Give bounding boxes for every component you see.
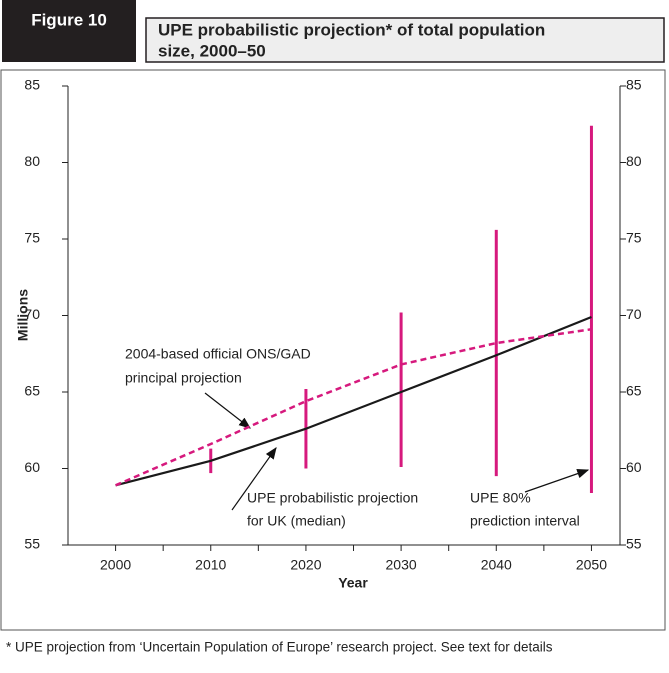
arrow xyxy=(204,392,251,429)
y-tick-label-right: 75 xyxy=(626,230,642,246)
x-tick-label: 2050 xyxy=(576,557,607,573)
x-tick-label: 2040 xyxy=(481,557,512,573)
y-tick-label-right: 60 xyxy=(626,459,642,475)
x-axis-label: Year xyxy=(338,575,368,591)
annotation: prediction interval xyxy=(470,513,580,529)
chart-title: size, 2000–50 xyxy=(158,41,266,60)
y-tick-label-right: 85 xyxy=(626,77,642,93)
annotation: 2004-based official ONS/GAD xyxy=(125,346,311,362)
y-tick-label: 65 xyxy=(24,383,40,399)
y-tick-label: 55 xyxy=(24,536,40,552)
annotation: for UK (median) xyxy=(247,513,346,529)
y-tick-label-right: 65 xyxy=(626,383,642,399)
y-tick-label: 85 xyxy=(24,77,40,93)
x-tick-label: 2000 xyxy=(100,557,131,573)
y-axis-label: Millions xyxy=(15,289,31,341)
y-tick-label-right: 55 xyxy=(626,536,642,552)
x-tick-label: 2020 xyxy=(290,557,321,573)
y-tick-label: 75 xyxy=(24,230,40,246)
projection-line-dashed xyxy=(115,328,592,487)
annotation: principal projection xyxy=(125,370,242,386)
y-tick-label: 80 xyxy=(24,153,40,169)
frame xyxy=(0,69,666,631)
annotation: UPE 80% xyxy=(470,490,531,506)
arrow xyxy=(231,447,277,511)
y-tick-label-right: 70 xyxy=(626,306,642,322)
y-tick-label: 60 xyxy=(24,459,40,475)
chart-title: UPE probabilistic projection* of total p… xyxy=(158,20,545,39)
projection-line xyxy=(115,316,592,487)
figure-label: Figure 10 xyxy=(31,10,107,29)
title-box xyxy=(145,17,665,63)
arrow xyxy=(524,469,590,493)
footnote: * UPE projection from ‘Uncertain Populat… xyxy=(6,640,553,655)
y-tick-label-right: 80 xyxy=(626,153,642,169)
x-tick-label: 2030 xyxy=(386,557,417,573)
annotation: UPE probabilistic projection xyxy=(247,490,418,506)
x-tick-label: 2010 xyxy=(195,557,226,573)
y-tick-label: 70 xyxy=(24,306,40,322)
figure-box xyxy=(2,0,136,62)
